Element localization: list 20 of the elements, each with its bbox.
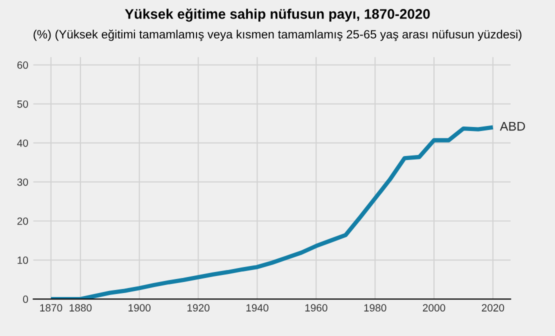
y-tick-label: 30 xyxy=(17,178,28,186)
y-tick-label: 10 xyxy=(18,256,28,264)
line-series xyxy=(48,125,496,300)
x-tick-label: 2020 xyxy=(482,304,504,312)
series-label: ABD xyxy=(500,122,525,131)
y-tick-label: 50 xyxy=(17,100,28,108)
y-tick-label: 0 xyxy=(23,296,28,303)
x-tick-label: 1980 xyxy=(364,304,386,312)
y-tick-label: 60 xyxy=(17,61,28,69)
y-tick-label: 20 xyxy=(17,218,28,225)
chart-subtitle: (%) (Yüksek eğitimi tamamlamış veya kısmen tamamlamış 25-65 yaş arası nüfusun yüzdesi) xyxy=(34,30,522,41)
x-tick-label: 2000 xyxy=(422,304,446,312)
x-tick-label: 1920 xyxy=(188,304,210,312)
x-tick-label: 1880 xyxy=(70,304,92,312)
chart-title: Yüksek eğitime sahip nüfusun payı, 1870-2020 xyxy=(124,8,430,22)
x-tick-label: 1940 xyxy=(246,304,268,312)
x-tick-label: 1900 xyxy=(128,304,151,312)
x-tick-label: 1960 xyxy=(305,304,328,312)
y-tick-label: 40 xyxy=(17,139,28,147)
x-tick-label: 1870 xyxy=(40,304,62,312)
